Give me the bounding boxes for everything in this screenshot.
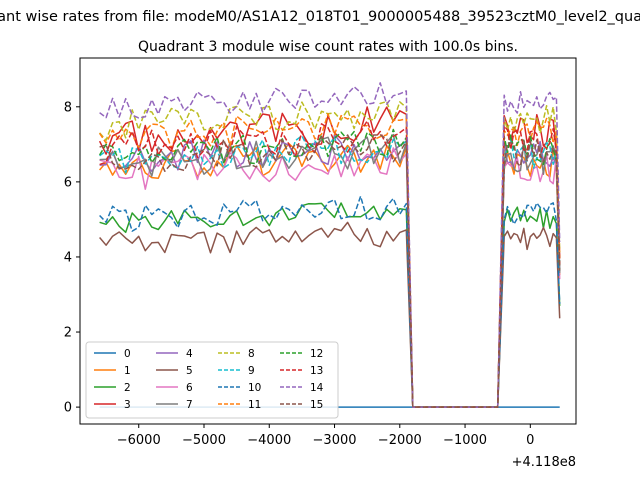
legend-label-7: 7 [186,399,193,411]
series-line-7 [99,133,561,408]
x-tick-label: 0 [526,433,534,448]
legend-label-13: 13 [310,365,323,377]
legend-label-5: 5 [186,365,193,377]
legend-label-4: 4 [186,348,193,360]
series-line-15 [99,134,561,408]
legend-label-9: 9 [248,365,255,377]
legend-label-14: 14 [310,382,324,394]
plot-area [98,82,561,408]
legend-label-2: 2 [124,382,131,394]
chart-title: Quadrant 3 module wise count rates with … [138,39,518,55]
y-tick-label: 6 [64,175,72,190]
legend-label-6: 6 [186,382,193,394]
legend-label-3: 3 [124,399,131,411]
series-line-14 [99,82,561,408]
x-tick-label: −2000 [378,433,422,448]
x-tick-label: −6000 [117,433,161,448]
series-line-10 [99,195,561,408]
figure-suptitle: CZTI Quadrant wise rates from file: mode… [0,9,640,25]
x-offset-text: +4.118e8 [512,455,576,470]
y-axis: 0 2 4 6 8 [64,100,80,416]
legend-label-11: 11 [248,399,261,411]
y-tick-label: 2 [64,326,72,341]
x-tick-label: −4000 [247,433,291,448]
legend-label-0: 0 [124,348,131,360]
x-tick-label: −3000 [313,433,357,448]
series-line-5 [99,221,561,408]
series-line-13 [99,120,561,408]
x-tick-label: −5000 [182,433,226,448]
x-axis: −6000 −5000 −4000 −3000 −2000 −1000 0 [117,424,534,448]
series-line-2 [99,202,561,408]
axes-frame [79,57,577,425]
series-line-9 [99,135,561,408]
y-tick-label: 4 [64,250,72,265]
legend-label-8: 8 [248,348,255,360]
legend-label-12: 12 [310,348,323,360]
y-tick-label: 8 [64,100,72,115]
legend-box [85,341,339,419]
legend-label-1: 1 [124,365,131,377]
legend-label-10: 10 [248,382,261,394]
legend-label-15: 15 [310,399,323,411]
x-tick-label: −1000 [443,433,487,448]
y-tick-label: 0 [64,401,72,416]
series-line-12 [98,128,561,408]
